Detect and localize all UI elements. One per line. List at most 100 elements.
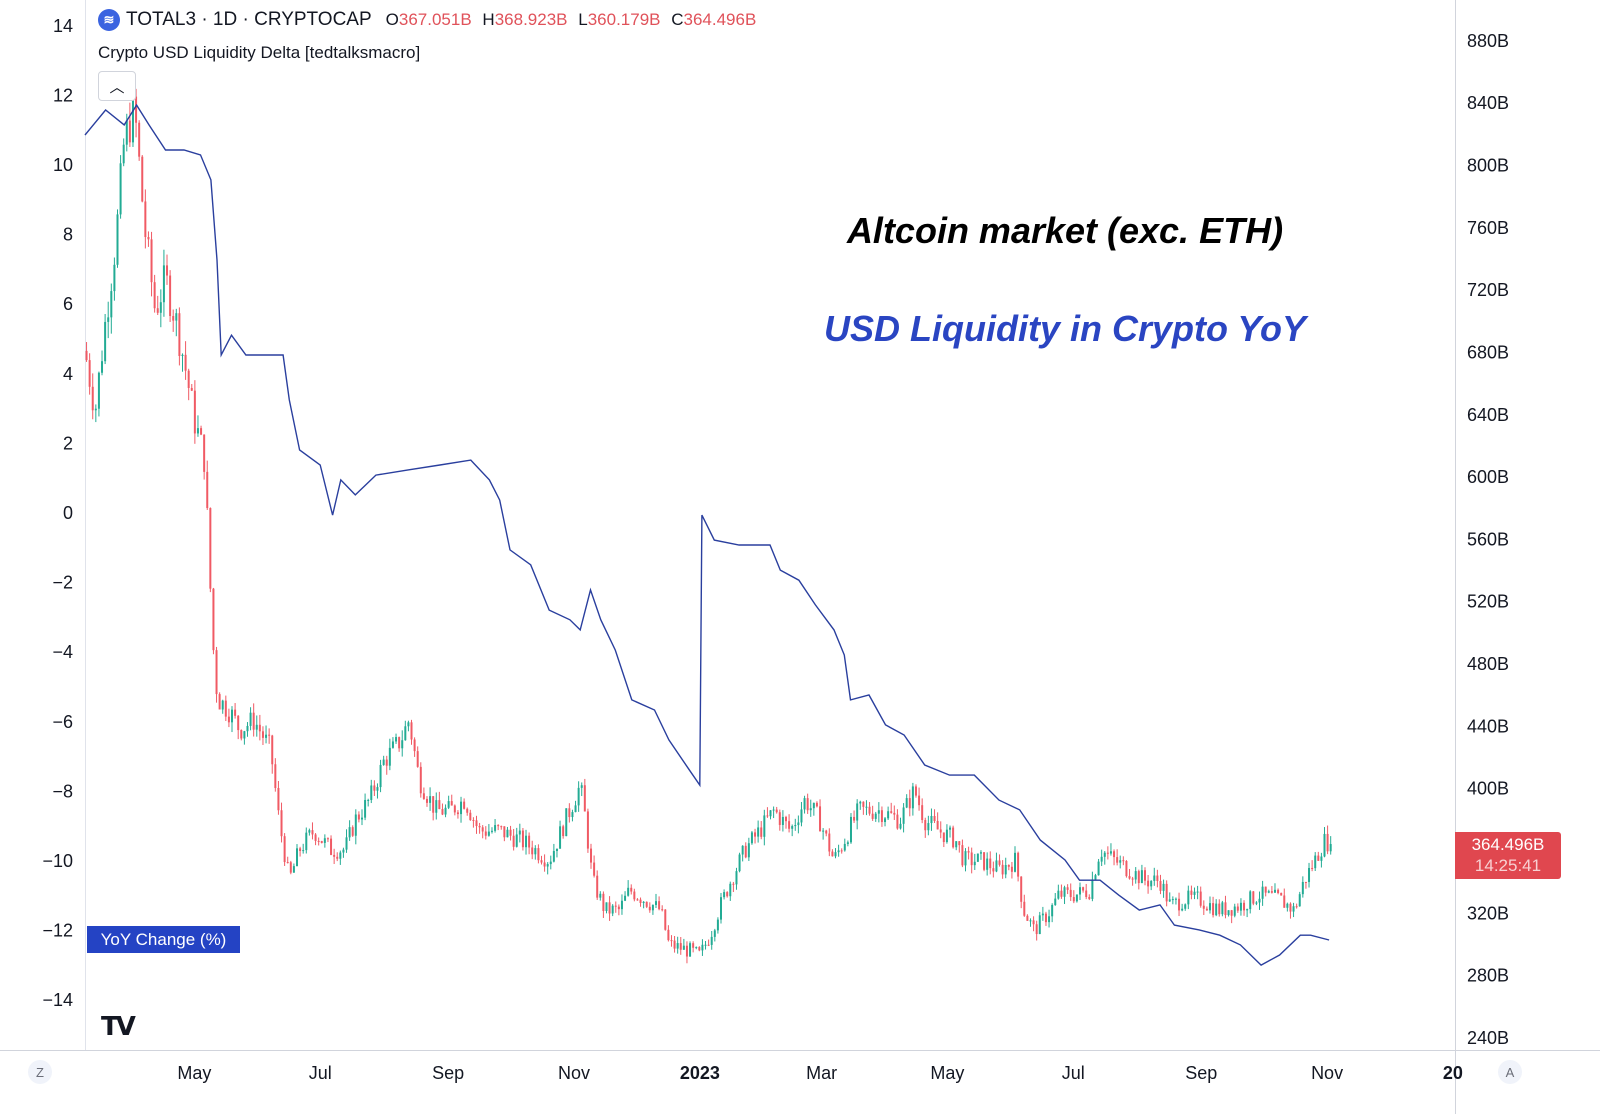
candle — [775, 806, 778, 814]
candle-body — [398, 737, 401, 749]
candle — [466, 807, 469, 816]
candle — [370, 779, 373, 804]
candle-body — [503, 826, 506, 838]
candle-body — [918, 795, 921, 806]
right-axis-tick-label: 480B — [1467, 654, 1509, 674]
candle-body — [893, 812, 896, 815]
candle-body — [153, 282, 156, 309]
candle-body — [1252, 891, 1255, 904]
candle-body — [110, 291, 113, 318]
candle-body — [831, 851, 834, 857]
candle — [843, 838, 846, 852]
time-axis-tick-label: Mar — [806, 1063, 837, 1083]
candle — [933, 809, 936, 824]
candle — [395, 733, 398, 744]
candle — [1168, 892, 1171, 903]
candle-body — [673, 940, 676, 949]
candle — [172, 309, 175, 332]
candle-body — [1103, 852, 1106, 857]
candle — [583, 778, 586, 812]
candle-body — [1159, 881, 1162, 891]
candle-body — [299, 848, 302, 851]
time-axis-tick-label: Sep — [432, 1063, 464, 1083]
candle — [481, 825, 484, 839]
candle-body — [1088, 896, 1091, 899]
candle — [630, 884, 633, 895]
candle-body — [549, 861, 552, 865]
candle — [905, 794, 908, 809]
candle — [128, 102, 131, 147]
candle-body — [497, 825, 500, 827]
candle — [456, 810, 459, 819]
left-axis[interactable]: 14 12 10 8 6 4 2 0 −2 −4 −6 −8 −10 −12 −14 — [42, 16, 73, 1010]
candle — [1122, 856, 1125, 866]
candle — [1147, 875, 1150, 894]
candle — [1184, 903, 1187, 911]
indicator-title[interactable]: Crypto USD Liquidity Delta [tedtalksmacr… — [98, 43, 421, 62]
candle-body — [401, 740, 404, 749]
candle — [348, 820, 351, 841]
candle-body — [973, 861, 976, 866]
candle — [1020, 876, 1023, 909]
candle-body — [1323, 833, 1326, 857]
candle — [1295, 903, 1298, 909]
candle — [444, 804, 447, 818]
right-axis[interactable]: 880B 840B 800B 760B 720B 680B 640B 600B 560B 520B… — [1467, 31, 1509, 1048]
candle — [119, 155, 122, 219]
candle-body — [698, 947, 701, 951]
candle — [166, 254, 169, 285]
candle-body — [648, 906, 651, 911]
candle-body — [781, 816, 784, 825]
candle-body — [933, 815, 936, 821]
candle — [153, 274, 156, 313]
candle-body — [1020, 876, 1023, 902]
candle — [1243, 900, 1246, 916]
candle — [809, 799, 812, 817]
candle-body — [506, 829, 509, 838]
collapse-legend-button[interactable]: ︿ — [98, 71, 136, 101]
candle — [970, 847, 973, 874]
candle-body — [1044, 913, 1047, 923]
candle-body — [196, 428, 199, 434]
time-axis[interactable]: May Jul Sep Nov 2023 Mar May Jul Sep Nov 20 — [177, 1063, 1463, 1083]
tradingview-logo-icon[interactable]: TV — [101, 1012, 136, 1042]
candle — [571, 809, 574, 822]
candle-body — [633, 891, 636, 900]
zoom-toggle-button[interactable]: Z — [28, 1060, 52, 1084]
candle — [308, 828, 311, 836]
open-value: 367.051B — [398, 10, 472, 29]
candle-body — [413, 739, 416, 752]
symbol-header[interactable]: ≋ TOTAL3 · 1D · CRYPTOCAP O367.051B H368… — [98, 9, 762, 31]
candle-body — [274, 764, 277, 788]
candle — [224, 695, 227, 722]
candle-body — [128, 120, 131, 143]
candle — [472, 817, 475, 828]
candle-body — [169, 275, 172, 317]
candle — [227, 708, 230, 728]
candle — [1205, 906, 1208, 911]
candle-body — [1156, 875, 1159, 882]
auto-scale-button[interactable]: A — [1498, 1060, 1522, 1084]
candle-body — [1091, 879, 1094, 899]
candle-body — [91, 386, 94, 411]
candle — [837, 844, 840, 857]
candle — [1326, 825, 1329, 855]
candle — [283, 833, 286, 866]
candle-body — [559, 826, 562, 849]
candle-body — [116, 214, 119, 265]
right-axis-tick-label: 400B — [1467, 779, 1509, 799]
candle-body — [1106, 852, 1109, 854]
candle-body — [1190, 890, 1193, 895]
candle — [955, 841, 958, 851]
candle — [1017, 851, 1020, 882]
candle-body — [571, 812, 574, 818]
candle-body — [1178, 898, 1181, 911]
candle — [215, 646, 218, 703]
candle — [828, 828, 831, 857]
candle — [512, 828, 515, 851]
candle-body — [1075, 894, 1078, 902]
candle-body — [1060, 890, 1063, 897]
candle — [1137, 869, 1140, 890]
candle — [1317, 851, 1320, 861]
